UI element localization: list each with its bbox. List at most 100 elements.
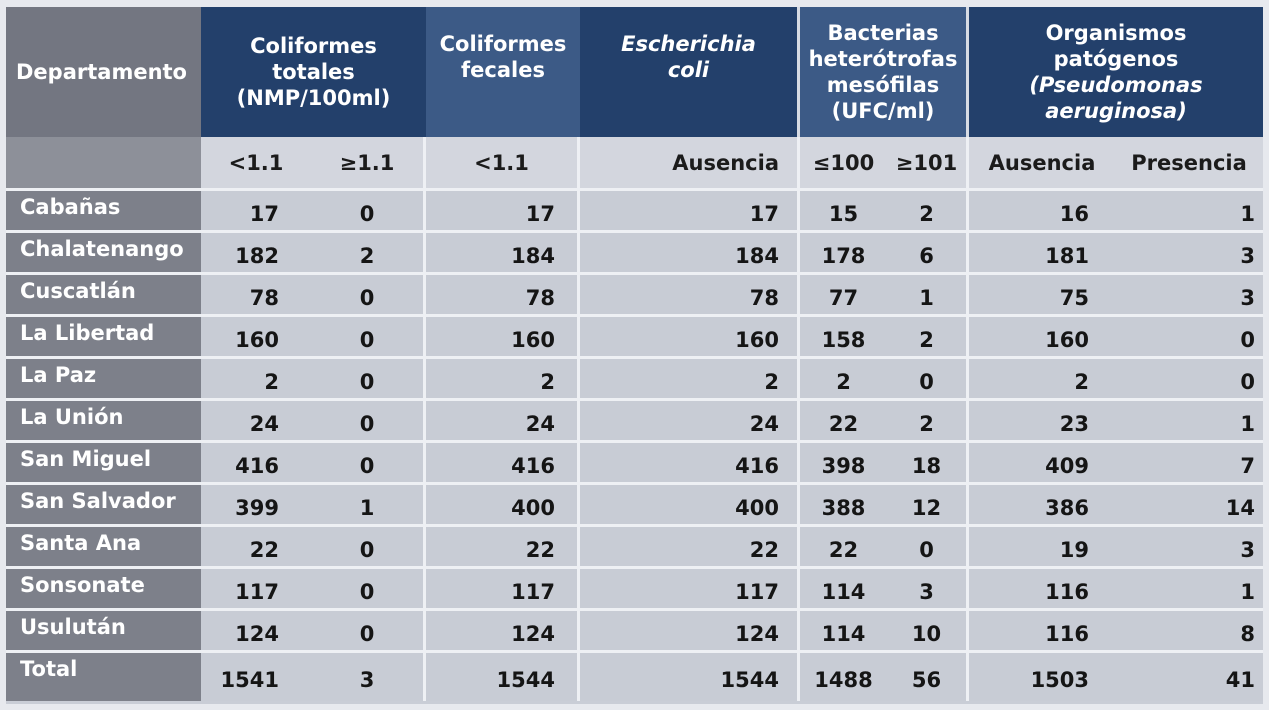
value-cell: 17 xyxy=(580,188,800,230)
value-cell: 1 xyxy=(1115,566,1264,608)
value-cell: 3 xyxy=(887,566,970,608)
value-cell: 24 xyxy=(580,398,800,440)
header-escherichia-coli: Escherichia coli xyxy=(580,7,800,137)
value-cell: 0 xyxy=(311,566,426,608)
value-cell: 2 xyxy=(580,356,800,398)
header-row: Departamento Coliformes totales (NMP/100… xyxy=(6,7,1264,137)
value-cell: 0 xyxy=(311,272,426,314)
value-cell: 78 xyxy=(201,272,311,314)
value-cell: 184 xyxy=(426,230,580,272)
value-cell: 116 xyxy=(969,566,1116,608)
value-cell: 77 xyxy=(800,272,887,314)
subheader-cell: ≥1.1 xyxy=(311,137,426,188)
value-cell: 1 xyxy=(1115,398,1264,440)
header-bacterias: Bacterias heterótrofas mesófilas (UFC/ml… xyxy=(800,7,970,137)
subheader-empty-cell xyxy=(6,137,201,188)
departamento-cell: Sonsonate xyxy=(6,566,201,608)
table-row: Santa Ana 22 0 22 22 22 0 19 3 xyxy=(6,524,1264,566)
value-cell: 0 xyxy=(1115,356,1264,398)
departamento-cell: Total xyxy=(6,650,201,701)
value-cell: 416 xyxy=(580,440,800,482)
value-cell: 160 xyxy=(426,314,580,356)
value-cell: 0 xyxy=(311,356,426,398)
value-cell: 17 xyxy=(426,188,580,230)
value-cell: 184 xyxy=(580,230,800,272)
value-cell: 409 xyxy=(969,440,1116,482)
table-row: San Miguel 416 0 416 416 398 18 409 7 xyxy=(6,440,1264,482)
value-cell: 114 xyxy=(800,566,887,608)
value-cell: 1544 xyxy=(426,650,580,701)
value-cell: 386 xyxy=(969,482,1116,524)
value-cell: 17 xyxy=(201,188,311,230)
departamento-cell: Chalatenango xyxy=(6,230,201,272)
value-cell: 400 xyxy=(426,482,580,524)
value-cell: 160 xyxy=(201,314,311,356)
value-cell: 18 xyxy=(887,440,970,482)
departamento-cell: La Unión xyxy=(6,398,201,440)
value-cell: 3 xyxy=(1115,272,1264,314)
value-cell: 124 xyxy=(580,608,800,650)
subheader-row: <1.1 ≥1.1 <1.1 Ausencia ≤100 ≥101 Ausenc… xyxy=(6,137,1264,188)
value-cell: 416 xyxy=(426,440,580,482)
value-cell: 178 xyxy=(800,230,887,272)
departamento-cell: La Paz xyxy=(6,356,201,398)
table-row: Sonsonate 117 0 117 117 114 3 116 1 xyxy=(6,566,1264,608)
value-cell: 0 xyxy=(1115,314,1264,356)
subheader-cell: Ausencia xyxy=(969,137,1116,188)
departamento-cell: Cabañas xyxy=(6,188,201,230)
value-cell: 117 xyxy=(201,566,311,608)
value-cell: 0 xyxy=(887,356,970,398)
value-cell: 2 xyxy=(426,356,580,398)
value-cell: 7 xyxy=(1115,440,1264,482)
value-cell: 388 xyxy=(800,482,887,524)
value-cell: 41 xyxy=(1115,650,1264,701)
table-row: San Salvador 399 1 400 400 388 12 386 14 xyxy=(6,482,1264,524)
subheader-cell: <1.1 xyxy=(201,137,311,188)
value-cell: 124 xyxy=(426,608,580,650)
subheader-cell: <1.1 xyxy=(426,137,580,188)
table-row: Cuscatlán 78 0 78 78 77 1 75 3 xyxy=(6,272,1264,314)
value-cell: 14 xyxy=(1115,482,1264,524)
header-departamento: Departamento xyxy=(6,7,201,137)
value-cell: 19 xyxy=(969,524,1116,566)
value-cell: 16 xyxy=(969,188,1116,230)
value-cell: 0 xyxy=(887,524,970,566)
value-cell: 6 xyxy=(887,230,970,272)
header-coliformes-fecales: Coliformes fecales xyxy=(426,7,580,137)
table-row: Usulután 124 0 124 124 114 10 116 8 xyxy=(6,608,1264,650)
value-cell: 3 xyxy=(1115,524,1264,566)
subheader-cell: Presencia xyxy=(1115,137,1264,188)
value-cell: 124 xyxy=(201,608,311,650)
value-cell: 0 xyxy=(311,314,426,356)
subheader-cell: ≤100 xyxy=(800,137,887,188)
table-row: La Unión 24 0 24 24 22 2 23 1 xyxy=(6,398,1264,440)
value-cell: 3 xyxy=(1115,230,1264,272)
value-cell: 116 xyxy=(969,608,1116,650)
value-cell: 3 xyxy=(311,650,426,701)
header-coliformes-totales: Coliformes totales (NMP/100ml) xyxy=(201,7,426,137)
value-cell: 2 xyxy=(311,230,426,272)
value-cell: 12 xyxy=(887,482,970,524)
value-cell: 15 xyxy=(800,188,887,230)
value-cell: 24 xyxy=(426,398,580,440)
departamento-cell: Cuscatlán xyxy=(6,272,201,314)
value-cell: 182 xyxy=(201,230,311,272)
data-table-frame: Departamento Coliformes totales (NMP/100… xyxy=(6,7,1264,704)
value-cell: 0 xyxy=(311,440,426,482)
value-cell: 2 xyxy=(800,356,887,398)
value-cell: 1488 xyxy=(800,650,887,701)
value-cell: 22 xyxy=(800,398,887,440)
value-cell: 160 xyxy=(580,314,800,356)
value-cell: 8 xyxy=(1115,608,1264,650)
value-cell: 22 xyxy=(426,524,580,566)
value-cell: 78 xyxy=(580,272,800,314)
value-cell: 400 xyxy=(580,482,800,524)
value-cell: 75 xyxy=(969,272,1116,314)
value-cell: 2 xyxy=(887,314,970,356)
value-cell: 2 xyxy=(887,398,970,440)
value-cell: 2 xyxy=(969,356,1116,398)
value-cell: 117 xyxy=(580,566,800,608)
value-cell: 22 xyxy=(800,524,887,566)
header-organismos: Organismos patógenos (Pseudomonas aerugi… xyxy=(969,7,1264,137)
value-cell: 1 xyxy=(311,482,426,524)
